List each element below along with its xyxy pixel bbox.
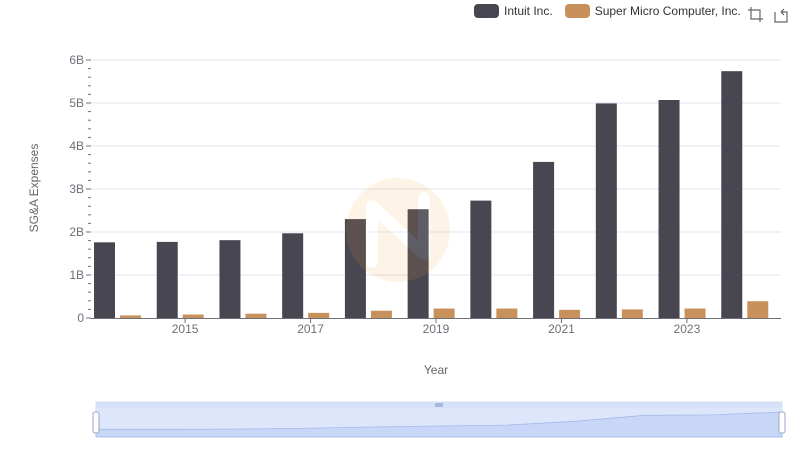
crop-zoom-icon[interactable]	[747, 6, 765, 24]
bar-intuit-2024[interactable]	[721, 71, 743, 319]
y-minor-ticks	[86, 59, 91, 319]
watermark-logo	[346, 178, 450, 282]
legend-item-supermicro[interactable]: Super Micro Computer, Inc.	[564, 4, 741, 18]
bar-intuit-2018[interactable]	[344, 219, 366, 318]
y-tick-label: 3B	[69, 182, 84, 196]
bar-supermicro-2014[interactable]	[120, 315, 141, 318]
bar-intuit-2022[interactable]	[595, 103, 617, 319]
bar-intuit-2021[interactable]	[533, 161, 555, 318]
y-tick-label: 1B	[69, 268, 84, 282]
x-axis-title: Year	[423, 363, 449, 377]
y-tick-label: 4B	[69, 139, 84, 153]
data-zoom-slider[interactable]	[92, 401, 786, 438]
bar-intuit-2023[interactable]	[658, 99, 680, 319]
x-tick-label: 2017	[297, 322, 324, 336]
x-tick-label: 2021	[548, 322, 575, 336]
bar-intuit-2020[interactable]	[470, 200, 492, 318]
legend-swatch-intuit	[474, 4, 499, 18]
restore-icon[interactable]	[772, 6, 790, 24]
bar-intuit-2019[interactable]	[407, 209, 429, 318]
bar-supermicro-2018[interactable]	[370, 310, 392, 318]
x-tick-label: 2019	[423, 322, 450, 336]
legend-swatch-supermicro	[564, 4, 590, 18]
bar-supermicro-2023[interactable]	[684, 308, 706, 318]
bar-intuit-2015[interactable]	[156, 241, 178, 318]
bar-supermicro-2015[interactable]	[182, 314, 204, 318]
legend-label-supermicro: Super Micro Computer, Inc.	[594, 4, 741, 18]
bar-intuit-2014[interactable]	[94, 242, 115, 318]
y-tick-label: 0	[77, 311, 84, 325]
y-tick-label: 6B	[69, 53, 84, 67]
slider-handle-right[interactable]	[778, 411, 786, 434]
bar-supermicro-2021[interactable]	[559, 309, 581, 318]
bar-supermicro-2017[interactable]	[308, 312, 330, 318]
legend: Intuit Inc. Super Micro Computer, Inc.	[474, 4, 753, 18]
legend-label-intuit: Intuit Inc.	[504, 4, 553, 18]
y-axis-title: SG&A Expenses	[27, 143, 41, 233]
y-tick-label: 2B	[69, 225, 84, 239]
y-axis-labels: 0 1B 2B 3B 4B 5B 6B	[69, 53, 84, 325]
x-tick-label: 2015	[172, 322, 199, 336]
slider-preview-area	[95, 411, 783, 438]
bar-supermicro-2020[interactable]	[496, 308, 518, 318]
bar-supermicro-2022[interactable]	[621, 309, 643, 318]
slider-handle-left[interactable]	[92, 411, 100, 434]
bar-intuit-2016[interactable]	[219, 240, 241, 318]
bar-supermicro-2016[interactable]	[245, 313, 267, 318]
bars	[94, 71, 769, 319]
legend-item-intuit[interactable]: Intuit Inc.	[474, 4, 553, 18]
y-tick-label: 5B	[69, 96, 84, 110]
slider-drag-grip[interactable]	[435, 403, 443, 407]
x-tick-label: 2023	[674, 322, 701, 336]
x-axis-labels: 2015 2017 2019 2021 2023	[172, 318, 701, 336]
bar-supermicro-2019[interactable]	[433, 308, 455, 318]
bar-intuit-2017[interactable]	[282, 233, 304, 318]
bar-supermicro-2024[interactable]	[747, 301, 769, 318]
